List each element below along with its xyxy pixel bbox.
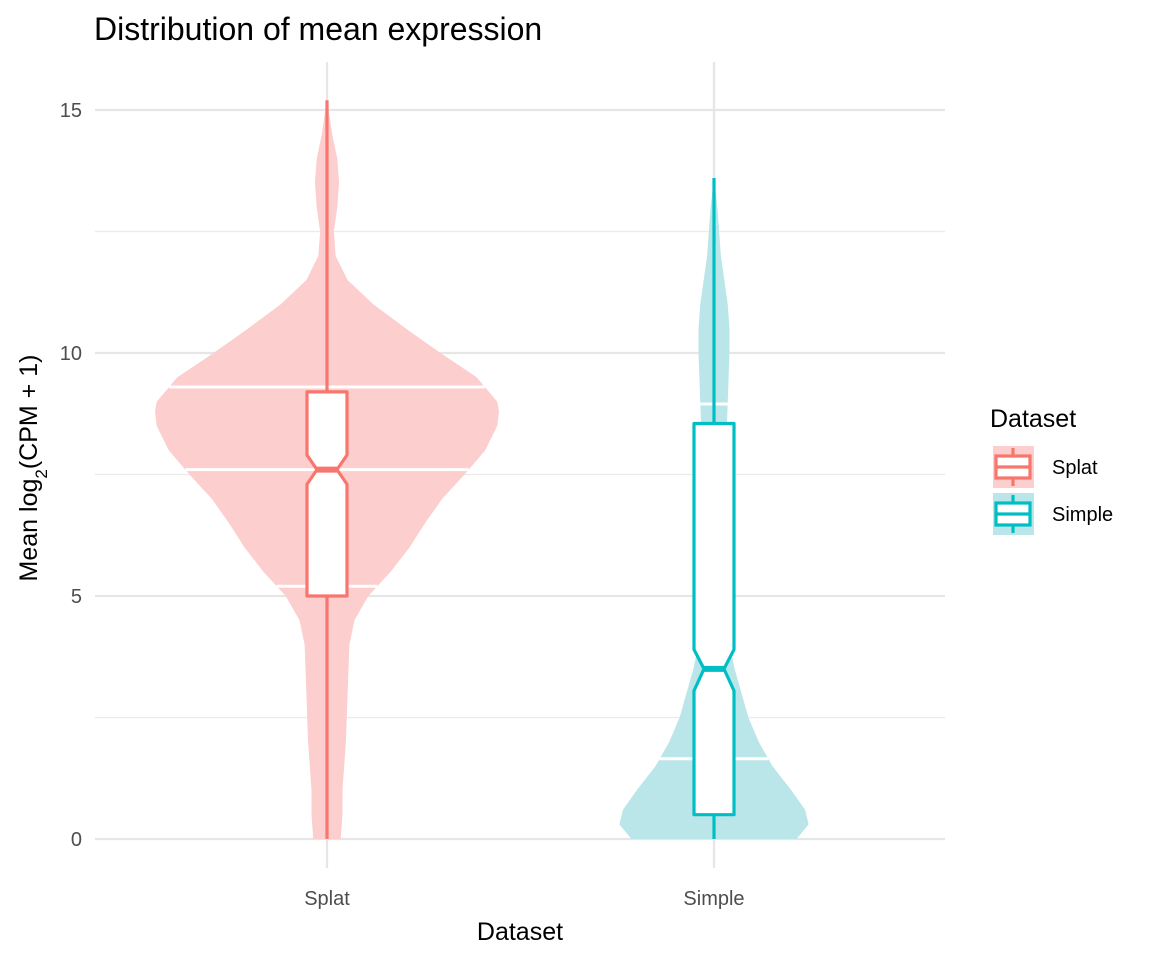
- x-axis-title: Dataset: [477, 918, 563, 946]
- chart-title: Distribution of mean expression: [94, 11, 542, 47]
- legend: Dataset Splat Simple: [990, 405, 1113, 535]
- y-axis-ticks: 0 5 10 15: [60, 100, 82, 851]
- y-tick-label: 5: [71, 586, 82, 608]
- box-splat: [305, 390, 349, 598]
- y-tick-label: 0: [71, 829, 82, 851]
- y-axis-title-rest: (CPM + 1): [15, 355, 43, 470]
- x-tick-label: Simple: [683, 888, 744, 910]
- legend-title: Dataset: [990, 405, 1076, 433]
- legend-label: Splat: [1052, 457, 1098, 479]
- y-axis-title-subscript: 2: [32, 469, 51, 478]
- legend-keys: Splat Simple: [993, 446, 1113, 535]
- box-simple: [692, 421, 736, 817]
- legend-key-simple: Simple: [993, 493, 1113, 535]
- y-tick-label: 10: [60, 343, 82, 365]
- boxplots: [305, 100, 736, 839]
- y-axis-title: Mean log2(CPM + 1): [15, 355, 51, 582]
- x-tick-label: Splat: [304, 888, 350, 910]
- x-axis-ticks: Splat Simple: [304, 888, 744, 910]
- y-axis-title-main: Mean log: [15, 479, 43, 582]
- y-tick-label: 15: [60, 100, 82, 122]
- legend-key-splat: Splat: [993, 446, 1098, 488]
- legend-label: Simple: [1052, 504, 1113, 526]
